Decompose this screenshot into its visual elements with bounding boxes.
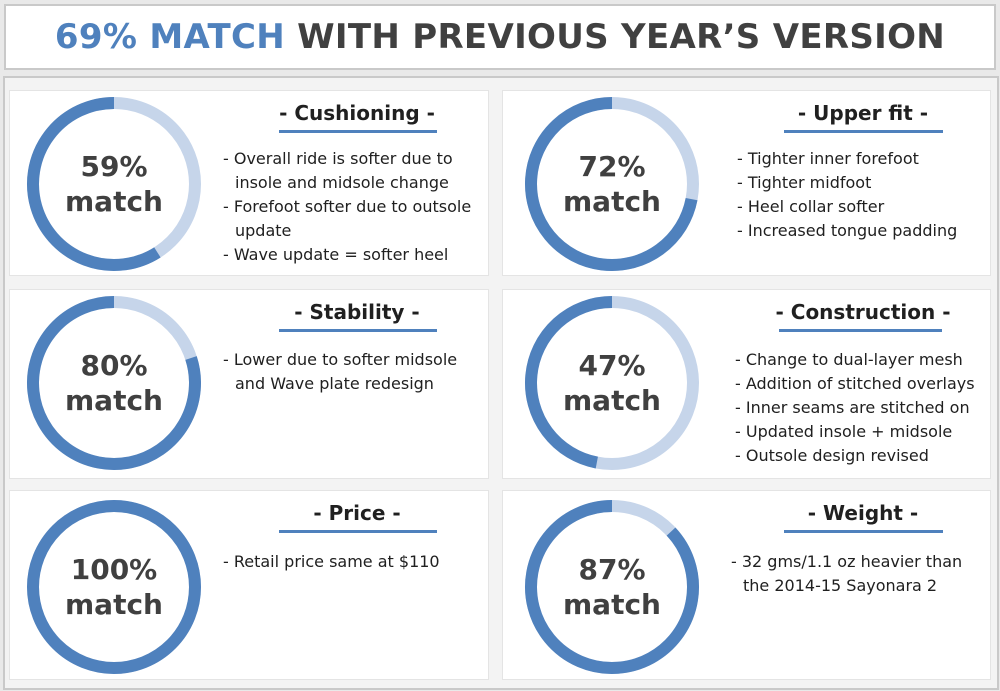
card-title: - Weight -: [807, 501, 919, 525]
donut-chart: [525, 296, 699, 470]
note-item: - Forefoot softer due to outsole update: [223, 197, 472, 240]
note-item: - Increased tongue padding: [737, 221, 958, 240]
match-percent: 80%: [80, 349, 148, 382]
note-item: - Change to dual-layer mesh: [735, 350, 963, 369]
title-rest: WITH PREVIOUS YEAR’S VERSION: [284, 17, 946, 57]
note-item: - Tighter inner forefoot: [737, 149, 919, 168]
match-percent: 59%: [80, 150, 148, 183]
title-underline: [784, 130, 943, 133]
match-percentage-label: 72% match: [542, 149, 682, 219]
match-card: [10, 91, 488, 275]
donut-chart: [27, 296, 201, 470]
donut-slice-match: [27, 97, 161, 271]
match-card: [503, 91, 990, 275]
match-percent: 72%: [578, 150, 646, 183]
donut-chart: [27, 97, 201, 271]
donut-chart: [525, 97, 699, 271]
note-item: - Inner seams are stitched on: [735, 398, 970, 417]
match-percentage-label: 47% match: [542, 348, 682, 418]
match-card: [10, 290, 488, 478]
note-item: - Tighter midfoot: [737, 173, 872, 192]
match-percent: 100%: [70, 553, 158, 586]
title-highlight: 69% MATCH: [54, 17, 285, 57]
note-item: - Retail price same at $110: [223, 552, 440, 571]
title-underline: [279, 130, 437, 133]
note-list: - Change to dual-layer mesh - Addition of…: [735, 348, 987, 468]
note-list: - Retail price same at $110: [223, 550, 485, 574]
card-title: - Upper fit -: [797, 101, 929, 125]
note-list: - Overall ride is softer due to insole a…: [223, 147, 485, 267]
match-word: match: [65, 384, 163, 417]
match-percent: 47%: [578, 349, 646, 382]
note-item: - Wave update = softer heel: [223, 245, 449, 264]
match-card: [503, 491, 990, 679]
match-card: [10, 491, 488, 679]
donut-slice-match: [27, 500, 201, 674]
donut-chart: [27, 500, 201, 674]
match-word: match: [65, 588, 163, 621]
title-underline: [784, 530, 943, 533]
match-percentage-label: 80% match: [44, 348, 184, 418]
match-percent: 87%: [578, 553, 646, 586]
donut-chart: [525, 500, 699, 674]
match-word: match: [563, 588, 661, 621]
card-title: - Construction -: [775, 300, 951, 324]
match-card: [503, 290, 990, 478]
note-list: - Tighter inner forefoot - Tighter midfoo…: [737, 147, 987, 243]
note-item: - Heel collar softer: [737, 197, 885, 216]
donut-slice-match: [525, 500, 699, 674]
note-list: - 32 gms/1.1 oz heavier than the 2014-15…: [731, 550, 987, 598]
title-underline: [279, 530, 437, 533]
title-underline: [779, 329, 942, 332]
header-banner: 69% MATCH WITH PREVIOUS YEAR’S VERSION: [4, 4, 996, 70]
donut-slice-match: [525, 97, 698, 271]
page-title: 69% MATCH WITH PREVIOUS YEAR’S VERSION: [55, 17, 945, 57]
donut-slice-match: [525, 296, 613, 469]
match-word: match: [563, 185, 661, 218]
note-list: - Lower due to softer midsole and Wave p…: [223, 348, 485, 396]
note-item: - Updated insole + midsole: [735, 422, 953, 441]
card-title: - Cushioning -: [279, 101, 435, 125]
match-percentage-label: 100% match: [44, 552, 184, 622]
note-item: - Outsole design revised: [735, 446, 929, 465]
match-percentage-label: 59% match: [44, 149, 184, 219]
match-percentage-label: 87% match: [542, 552, 682, 622]
card-title: - Price -: [313, 501, 401, 525]
title-underline: [279, 329, 437, 332]
note-item: - Lower due to softer midsole and Wave p…: [223, 350, 458, 393]
card-title: - Stability -: [294, 300, 420, 324]
donut-slice-match: [27, 296, 201, 470]
note-item: - 32 gms/1.1 oz heavier than the 2014-15…: [731, 552, 963, 595]
match-word: match: [563, 384, 661, 417]
match-word: match: [65, 185, 163, 218]
note-item: - Addition of stitched overlays: [735, 374, 975, 393]
note-item: - Overall ride is softer due to insole a…: [223, 149, 453, 192]
